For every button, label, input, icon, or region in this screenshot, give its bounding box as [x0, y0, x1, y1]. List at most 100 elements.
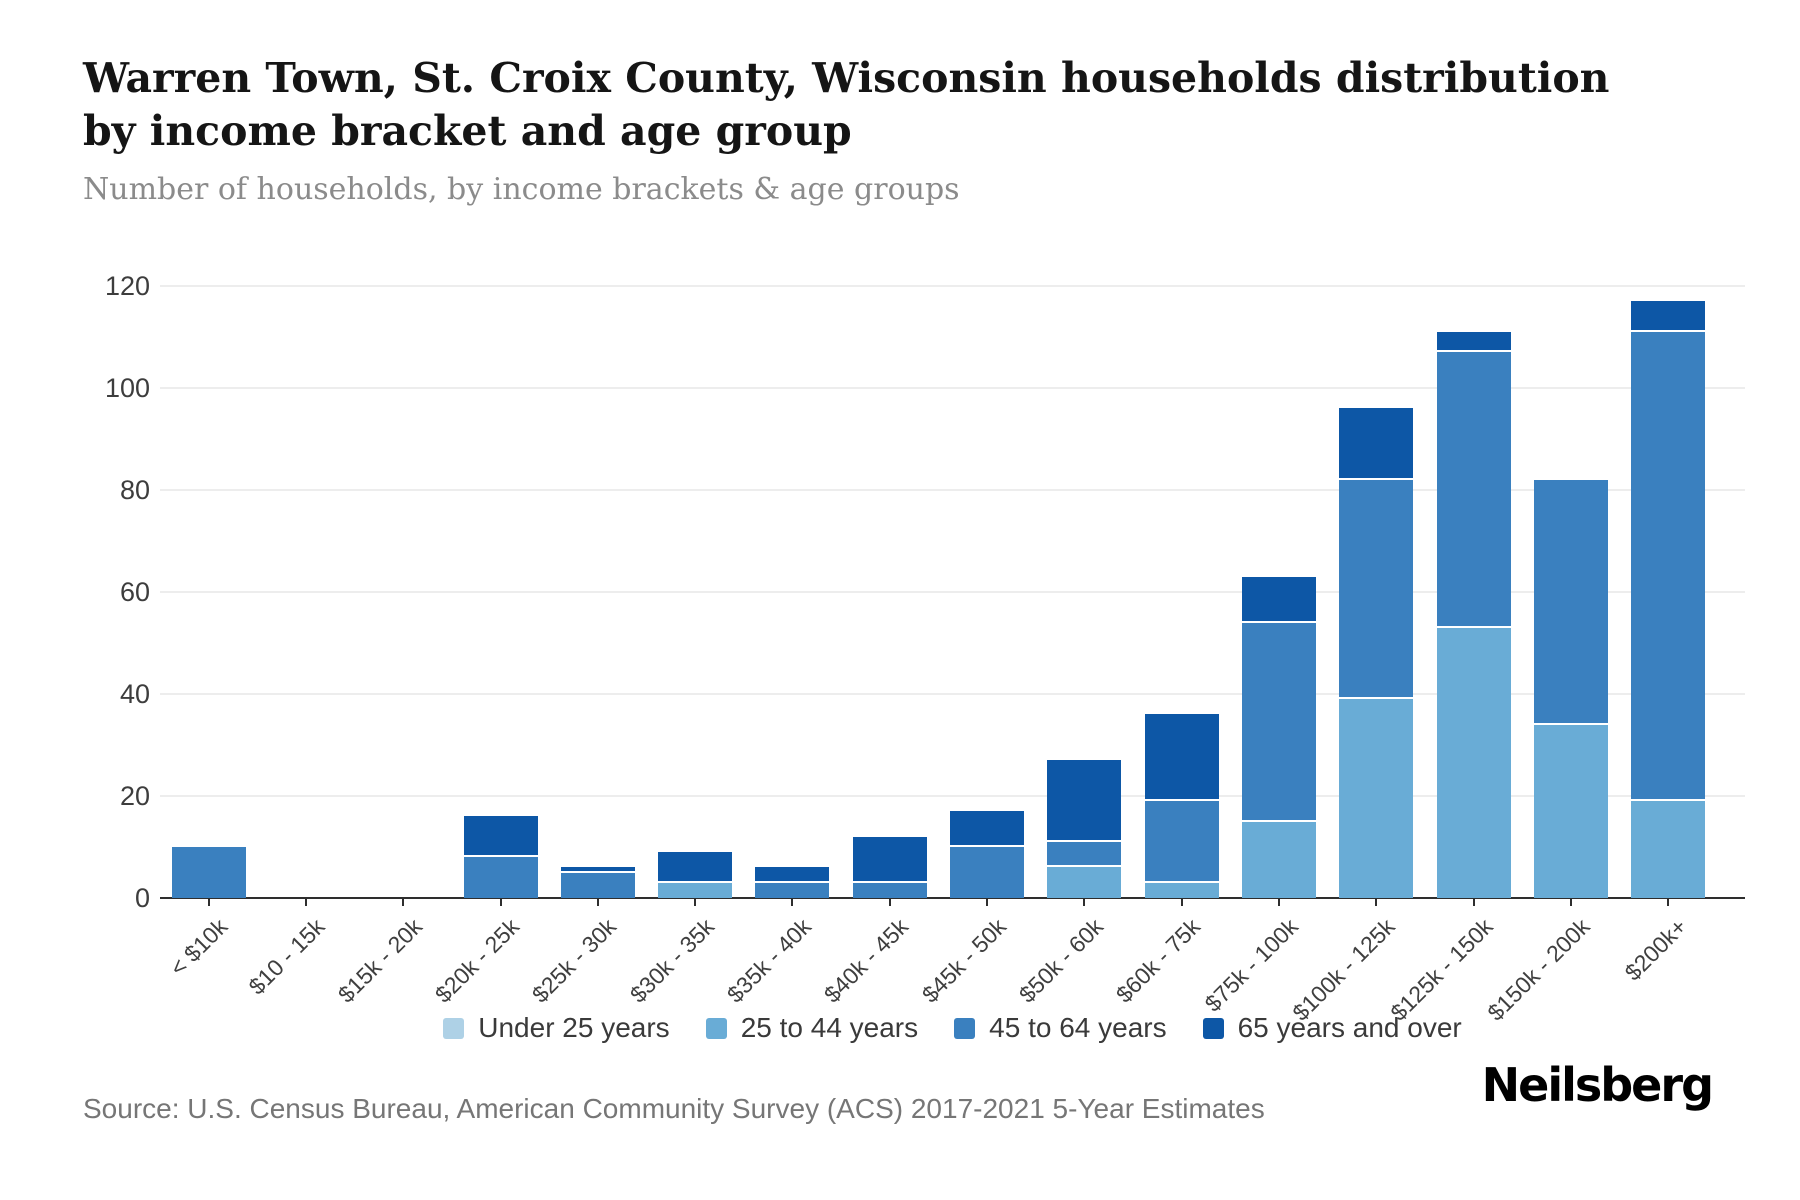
- x-axis-tick: [1277, 899, 1280, 906]
- bar-segment-65-years-and-over: [1047, 760, 1122, 842]
- y-tick-label-80: 80: [119, 475, 150, 505]
- bar-125k-150k: [1436, 331, 1511, 898]
- bar-segment-25-to-44-years: [1533, 724, 1608, 898]
- source-text: Source: U.S. Census Bureau, American Com…: [83, 1093, 1265, 1124]
- bar-segment-65-years-and-over: [1144, 714, 1219, 802]
- bar-segment-45-to-64-years: [1339, 479, 1414, 700]
- y-tick-label-40: 40: [119, 679, 150, 709]
- x-tick-label-150k-200k: $150k - 200k: [1482, 913, 1595, 1026]
- x-tick-label-35k-40k: $35k - 40k: [721, 913, 817, 1008]
- x-axis-tick: [1375, 899, 1378, 906]
- chart-legend: Under 25 years 25 to 44 years 45 to 64 yea…: [160, 1012, 1745, 1044]
- bar-segment-25-to-44-years: [1631, 801, 1706, 898]
- x-axis-tick: [1083, 899, 1086, 906]
- legend-label-65-years-and-over: 65 years and over: [1237, 1012, 1462, 1043]
- bar-segment-45-to-64-years: [852, 882, 927, 898]
- bar-segment-45-to-64-years: [171, 847, 246, 898]
- x-tick-label-50k-60k: $50k - 60k: [1013, 913, 1109, 1008]
- x-tick-label-200k: $200k+: [1619, 913, 1692, 986]
- x-tick-label-40k-45k: $40k - 45k: [819, 913, 914, 1008]
- bar-50k-60k: [1047, 760, 1122, 898]
- gridline-y-120: [160, 285, 1745, 287]
- legend-label-25-to-44-years: 25 to 44 years: [740, 1012, 919, 1043]
- gridline-y-20: [160, 795, 1745, 797]
- x-tick-label-25k-30k: $25k - 30k: [527, 913, 622, 1008]
- bar-10k: [171, 847, 246, 898]
- bar-150k-200k: [1533, 479, 1608, 898]
- bar-segment-45-to-64-years: [1631, 331, 1706, 802]
- page-title-line1: Warren Town, St. Croix County, Wisconsin…: [83, 54, 1610, 102]
- bar-segment-25-to-44-years: [1047, 867, 1122, 898]
- bar-35k-40k: [755, 867, 830, 898]
- bar-segment-45-to-64-years: [1436, 352, 1511, 628]
- x-axis-tick: [986, 899, 989, 906]
- bar-segment-65-years-and-over: [755, 867, 830, 883]
- x-axis-tick: [1472, 899, 1475, 906]
- x-axis-tick: [694, 899, 697, 906]
- x-tick-label-60k-75k: $60k - 75k: [1111, 913, 1206, 1008]
- x-axis-tick: [791, 899, 794, 906]
- gridline-y-60: [160, 591, 1745, 593]
- bar-segment-45-to-64-years: [950, 847, 1025, 898]
- bar-segment-45-to-64-years: [560, 872, 635, 898]
- bar-segment-25-to-44-years: [1144, 882, 1219, 898]
- y-tick-label-100: 100: [104, 373, 150, 403]
- x-axis-tick: [304, 899, 307, 906]
- x-tick-label-45k-50k: $45k - 50k: [916, 913, 1011, 1008]
- bar-75k-100k: [1241, 576, 1316, 898]
- x-tick-label-10k: < $10k: [164, 913, 233, 981]
- legend-swatch-under-25-years: [443, 1017, 465, 1039]
- legend-item-25-to-44-years[interactable]: 25 to 44 years: [705, 1012, 919, 1044]
- legend-item-65-years-and-over[interactable]: 65 years and over: [1202, 1012, 1462, 1044]
- chart-plot-area: < $10k $10 - 15k $15k - 20k $20k - 25k $25k …: [160, 285, 1745, 1026]
- bar-segment-45-to-64-years: [1144, 801, 1219, 883]
- legend-swatch-25-to-44-years: [705, 1017, 727, 1039]
- y-tick-label-20: 20: [119, 781, 150, 811]
- y-axis: 0 20 40 60 80 100 120: [0, 271, 150, 913]
- bar-segment-25-to-44-years: [1436, 627, 1511, 898]
- x-axis-tick: [1667, 899, 1670, 906]
- y-tick-label-0: 0: [134, 883, 150, 913]
- bar-segment-45-to-64-years: [1047, 841, 1122, 868]
- legend-label-under-25-years: Under 25 years: [478, 1012, 670, 1043]
- legend-label-45-to-64-years: 45 to 64 years: [989, 1012, 1167, 1043]
- gridline-y-40: [160, 693, 1745, 695]
- bar-100k-125k: [1339, 408, 1414, 898]
- bar-30k-35k: [658, 852, 733, 898]
- x-tick-label-75k-100k: $75k - 100k: [1199, 913, 1303, 1017]
- bar-40k-45k: [852, 836, 927, 898]
- x-tick-label-10-15k: $10 - 15k: [243, 913, 330, 1000]
- x-axis-tick: [1569, 899, 1572, 906]
- legend-item-45-to-64-years[interactable]: 45 to 64 years: [954, 1012, 1167, 1044]
- bar-segment-65-years-and-over: [463, 816, 538, 858]
- legend-item-under-25-years[interactable]: Under 25 years: [443, 1012, 670, 1044]
- bar-segment-45-to-64-years: [755, 882, 830, 898]
- page-title-line2: by income bracket and age group: [83, 107, 852, 155]
- x-tick-label-15k-20k: $15k - 20k: [332, 913, 427, 1008]
- page-title: Warren Town, St. Croix County, Wisconsin…: [83, 52, 1610, 158]
- bar-segment-45-to-64-years: [1241, 622, 1316, 822]
- bar-segment-25-to-44-years: [1339, 699, 1414, 898]
- brand-logo: Neilsberg: [1481, 1058, 1714, 1112]
- x-axis-tick: [596, 899, 599, 906]
- x-tick-label-30k-35k: $30k - 35k: [624, 913, 719, 1008]
- bar-segment-65-years-and-over: [852, 836, 927, 883]
- x-tick-label-100k-125k: $100k - 125k: [1287, 913, 1400, 1026]
- gridline-y-100: [160, 387, 1745, 389]
- x-axis-tick: [888, 899, 891, 906]
- bar-segment-65-years-and-over: [950, 811, 1025, 847]
- bar-20k-25k: [463, 816, 538, 898]
- x-axis-tick: [402, 899, 405, 906]
- legend-swatch-65-years-and-over: [1202, 1017, 1224, 1039]
- bar-segment-65-years-and-over: [658, 852, 733, 883]
- x-axis-tick: [499, 899, 502, 906]
- bar-25k-30k: [560, 867, 635, 898]
- y-tick-label-120: 120: [104, 271, 150, 301]
- bar-segment-65-years-and-over: [1631, 301, 1706, 332]
- y-tick-label-60: 60: [119, 577, 150, 607]
- bar-segment-45-to-64-years: [463, 857, 538, 898]
- x-tick-label-20k-25k: $20k - 25k: [429, 913, 525, 1008]
- gridline-y-80: [160, 489, 1745, 491]
- bar-60k-75k: [1144, 714, 1219, 898]
- x-axis-baseline: [160, 897, 1745, 899]
